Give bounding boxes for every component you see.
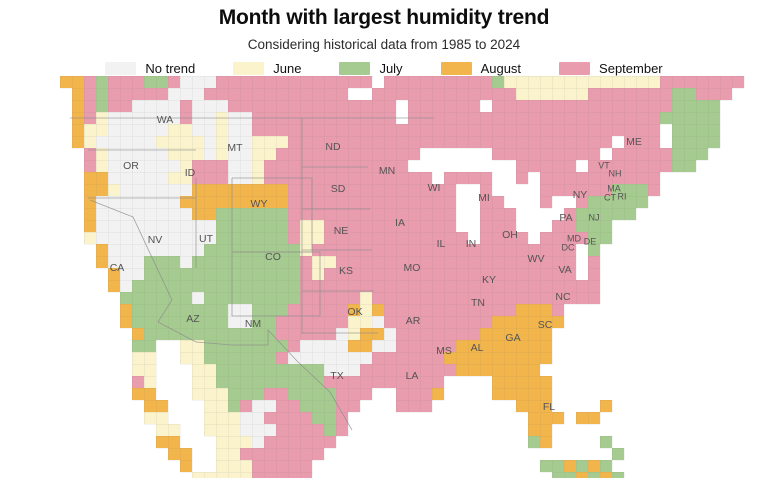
state-label-NH: NH [609,168,622,178]
legend-label: July [379,61,403,76]
state-borders-layer [70,117,434,431]
legend: No trend June July August September [0,61,768,76]
state-label-MI: MI [478,192,490,204]
state-label-NY: NY [573,189,588,201]
subtitle: Considering historical data from 1985 to… [247,37,521,52]
legend-item-june: June [233,61,301,76]
header: Month with largest humidity trend Consid… [0,0,768,76]
state-label-RI: RI [618,191,627,201]
legend-swatch [233,62,265,75]
state-label-TX: TX [330,370,343,382]
state-label-TN: TN [471,297,485,309]
state-label-ME: ME [626,136,642,148]
state-label-OH: OH [502,229,518,241]
state-label-WI: WI [428,182,441,194]
state-border-line [232,328,353,431]
legend-label: June [273,61,302,76]
state-label-OK: OK [347,306,362,318]
state-label-CT: CT [604,192,616,202]
legend-item-july: July [339,61,403,76]
state-label-WV: WV [528,253,545,265]
state-label-KY: KY [482,274,496,286]
state-label-AL: AL [471,342,484,354]
state-label-SC: SC [538,319,553,331]
state-label-DE: DE [584,236,597,246]
state-label-MN: MN [379,165,395,177]
legend-swatch [339,62,371,75]
legend-item-no-trend: No trend [105,61,195,76]
state-label-NV: NV [148,234,163,246]
state-label-MT: MT [227,142,243,154]
state-label-NM: NM [245,318,261,330]
state-label-MS: MS [436,345,452,357]
state-labels-layer: WA OR CA NV ID MT WY UT CO AZ NM ND SD NE KS OK TX MN IA MO… [110,114,642,413]
state-label-AR: AR [406,315,421,327]
state-label-ID: ID [185,167,196,179]
state-label-UT: UT [199,233,214,245]
legend-label: August [480,61,522,76]
state-label-NC: NC [555,291,571,303]
page-title: Month with largest humidity trend [218,6,550,29]
state-label-SD: SD [331,183,346,195]
state-label-MA: MA [607,183,621,193]
state-label-MO: MO [404,262,421,274]
state-label-IN: IN [466,238,477,250]
legend-label: September [599,61,663,76]
state-label-ND: ND [325,141,341,153]
state-label-IL: IL [437,238,446,250]
state-label-WY: WY [251,198,268,210]
state-label-NE: NE [334,225,349,237]
state-label-VT: VT [598,160,610,170]
state-label-DC: DC [562,242,575,252]
legend-label: No trend [145,61,196,76]
state-label-GA: GA [505,332,520,344]
legend-item-september: September [559,61,663,76]
state-label-FL: FL [543,401,555,413]
state-label-PA: PA [559,212,572,224]
state-label-MD: MD [567,233,581,243]
state-label-AZ: AZ [186,313,200,325]
state-label-KS: KS [339,265,353,277]
state-label-OR: OR [123,160,139,172]
state-label-LA: LA [406,370,419,382]
state-label-WA: WA [157,114,174,126]
state-label-IA: IA [395,217,405,229]
legend-swatch [559,62,591,75]
state-border-line [89,199,173,323]
state-label-CA: CA [110,262,125,274]
state-border-line [231,251,321,317]
state-label-VA: VA [558,264,571,276]
state-label-NJ: NJ [589,212,600,222]
legend-swatch [105,62,137,75]
state-label-CO: CO [265,251,281,263]
legend-item-august: August [440,61,522,76]
state-border-line [157,321,233,346]
map-cells-layer [59,75,745,478]
legend-swatch [440,62,472,75]
